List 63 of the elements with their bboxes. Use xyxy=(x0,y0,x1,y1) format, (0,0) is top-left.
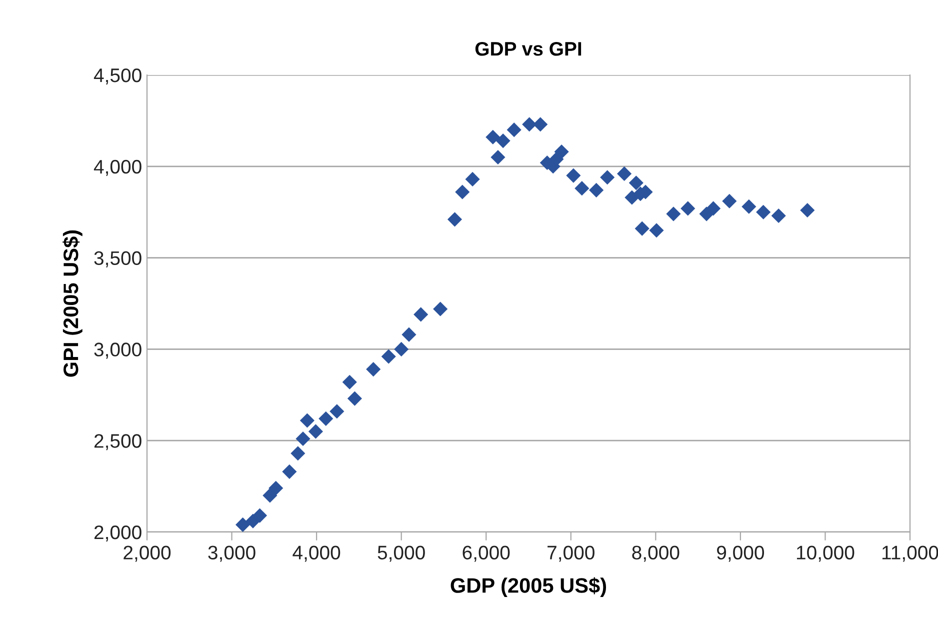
y-tick-label: 3,000 xyxy=(94,342,142,359)
point xyxy=(617,166,632,181)
point xyxy=(394,342,409,356)
point xyxy=(722,194,737,208)
point xyxy=(554,144,569,160)
point xyxy=(282,464,297,479)
y-axis-title: GPI (2005 US$) xyxy=(62,230,82,377)
point xyxy=(290,446,306,461)
x-tick-label: 3,000 xyxy=(208,546,256,562)
point xyxy=(236,517,250,532)
point xyxy=(666,206,681,222)
point xyxy=(296,431,310,446)
point xyxy=(300,413,315,428)
point xyxy=(634,221,650,236)
point xyxy=(486,130,500,144)
point xyxy=(447,212,462,227)
x-tick-label: 8,000 xyxy=(632,546,680,562)
point xyxy=(402,327,416,342)
point xyxy=(347,391,362,406)
point xyxy=(600,170,615,185)
x-tick-label: 5,000 xyxy=(378,546,425,562)
point xyxy=(490,150,506,165)
y-tick-label: 4,000 xyxy=(94,160,142,176)
point xyxy=(649,223,664,238)
point xyxy=(506,122,522,138)
x-tick-label: 11,000 xyxy=(882,546,938,562)
point xyxy=(414,307,428,322)
point xyxy=(756,204,771,220)
point xyxy=(318,411,334,426)
point xyxy=(589,182,604,198)
x-tick-label: 2,000 xyxy=(124,546,171,562)
chart-title: GDP vs GPI xyxy=(475,42,582,56)
point xyxy=(381,349,396,364)
point xyxy=(308,424,323,439)
x-tick-label: 10,000 xyxy=(796,546,854,562)
point xyxy=(342,374,357,390)
point xyxy=(496,134,510,148)
y-tick-label: 3,500 xyxy=(94,251,142,268)
x-tick-label: 4,000 xyxy=(292,546,340,562)
point xyxy=(252,508,268,523)
point xyxy=(268,480,284,496)
point xyxy=(574,181,590,196)
point xyxy=(771,208,786,224)
point xyxy=(680,201,696,216)
point xyxy=(628,176,644,190)
x-tick-label: 9,000 xyxy=(717,546,764,562)
point xyxy=(455,184,470,200)
point xyxy=(566,168,581,183)
point xyxy=(433,302,448,316)
point xyxy=(330,404,344,419)
point xyxy=(533,117,548,132)
x-tick-label: 7,000 xyxy=(548,546,594,562)
point xyxy=(366,362,381,377)
point xyxy=(465,172,480,186)
y-tick-label: 2,000 xyxy=(94,525,142,542)
point xyxy=(800,202,815,218)
x-axis-title: GDP (2005 US$) xyxy=(450,577,606,597)
x-tick-label: 6,000 xyxy=(462,546,510,562)
y-tick-label: 4,500 xyxy=(94,68,142,85)
y-tick-label: 2,500 xyxy=(94,434,142,450)
point xyxy=(742,199,756,214)
point xyxy=(522,117,537,132)
point xyxy=(706,201,721,216)
